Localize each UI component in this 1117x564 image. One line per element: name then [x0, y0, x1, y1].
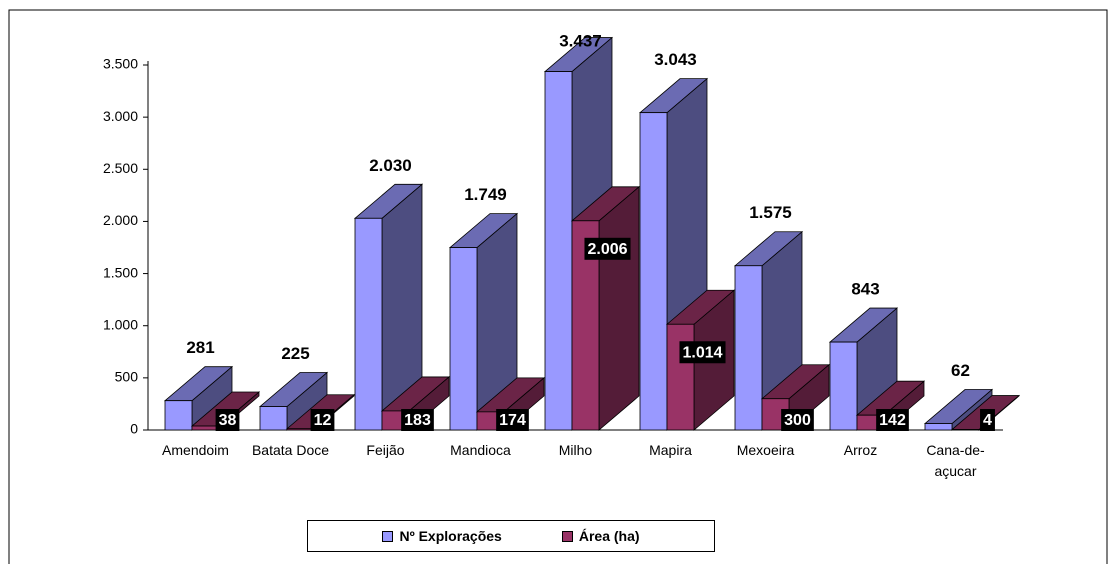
legend-item: Nº Explorações [382, 528, 502, 544]
data-label-box: 300 [781, 409, 814, 431]
x-tick-label: Milho [558, 442, 593, 458]
data-label: 281 [186, 338, 214, 357]
data-label: 38 [219, 412, 237, 429]
data-label: 183 [404, 412, 431, 429]
data-label-box: 142 [876, 409, 909, 431]
label-background [584, 237, 631, 260]
data-label-box: 12 [310, 409, 335, 431]
bar-side [598, 185, 640, 431]
label-background [679, 341, 726, 364]
x-tick-label: Amendoim [162, 442, 229, 458]
data-label: 225 [281, 344, 309, 363]
y-tick-label: 2.000 [103, 212, 138, 228]
label-background [980, 409, 995, 431]
y-tick-label: 500 [115, 369, 139, 385]
data-label-box: 1.014 [679, 341, 726, 364]
legend-swatch [561, 530, 573, 542]
y-tick-label: 3.000 [103, 108, 138, 124]
bar [639, 112, 668, 431]
bar [259, 406, 288, 431]
label-background [781, 409, 814, 431]
label-background [401, 409, 434, 431]
label-background [496, 409, 529, 431]
bar [191, 425, 220, 431]
data-label: 62 [951, 361, 970, 380]
y-tick-label: 2.500 [103, 160, 138, 176]
data-label: 300 [784, 412, 811, 429]
bar [449, 247, 478, 431]
data-label: 174 [499, 412, 526, 429]
data-label: 2.006 [587, 241, 627, 258]
y-tick-label: 3.500 [103, 56, 138, 72]
legend-item: Área (ha) [561, 528, 640, 544]
label-background [215, 409, 240, 431]
bar [544, 71, 573, 431]
x-tick-label: Batata Doce [251, 442, 330, 458]
x-tick-label: Feijão [366, 442, 405, 458]
bar [734, 265, 763, 431]
data-label: 1.575 [749, 203, 792, 222]
y-tick-label: 1.500 [103, 264, 138, 280]
bar [924, 423, 953, 431]
x-tick-label: Mandioca [450, 442, 511, 458]
bar [286, 428, 315, 431]
bar [354, 217, 383, 431]
label-background [876, 409, 909, 431]
legend: Nº Explorações Área (ha) [307, 520, 715, 552]
data-label-box: 38 [215, 409, 240, 431]
data-label: 142 [879, 412, 906, 429]
data-label-box: 174 [496, 409, 529, 431]
bar [164, 400, 193, 431]
bar [829, 341, 858, 431]
data-label: 3.043 [654, 50, 697, 69]
y-tick-label: 1.000 [103, 316, 138, 332]
bar [666, 323, 695, 431]
data-label-box: 4 [980, 409, 995, 431]
chart-border [8, 9, 1108, 564]
data-label: 3.437 [559, 31, 602, 50]
data-label: 1.014 [682, 344, 722, 361]
label-background [310, 409, 335, 431]
x-tick-label: Mexoeira [736, 442, 795, 458]
y-tick-label: 0 [130, 421, 138, 437]
data-label: 843 [851, 280, 879, 299]
x-tick-label: Cana-de-açucar [926, 442, 985, 479]
data-label: 4 [983, 412, 992, 429]
legend-label: Nº Explorações [399, 528, 502, 544]
data-label-box: 183 [401, 409, 434, 431]
x-tick-label: Arroz [843, 442, 878, 458]
legend-swatch [382, 530, 394, 542]
data-label: 1.749 [464, 185, 507, 204]
data-label: 2.030 [369, 156, 412, 175]
data-label-box: 2.006 [584, 237, 631, 260]
data-label: 12 [314, 412, 332, 429]
x-tick-label: Mapira [649, 442, 692, 458]
legend-label: Área (ha) [578, 528, 640, 544]
